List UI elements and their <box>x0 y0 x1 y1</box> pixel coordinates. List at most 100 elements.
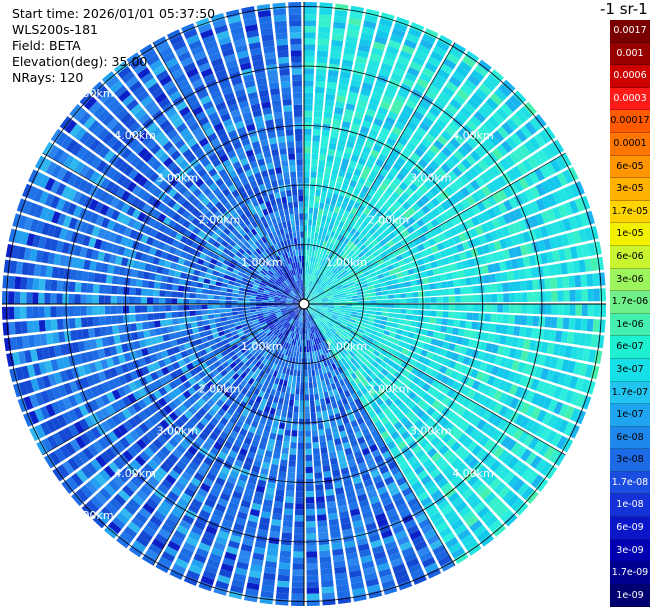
ray-gate <box>363 566 376 576</box>
ray-gate <box>403 38 418 50</box>
ray-gate <box>334 566 347 575</box>
ray-gate <box>429 317 437 324</box>
ray-gate <box>482 274 491 284</box>
ray-gate <box>361 447 371 456</box>
ray-gate <box>414 419 424 429</box>
ray-gate <box>403 420 414 430</box>
ray-gate <box>323 416 330 424</box>
ray-gate <box>213 441 223 451</box>
ray-gate <box>491 304 498 313</box>
ray-gate <box>352 117 362 126</box>
ray-gate <box>104 305 111 315</box>
ray-gate <box>344 422 352 430</box>
ray-gate <box>311 289 316 295</box>
ray-gate <box>552 386 563 400</box>
ray-gate <box>433 155 444 167</box>
ray-gate <box>399 287 407 293</box>
ray-gate <box>497 304 504 313</box>
ray-gate <box>532 279 540 290</box>
ray-gate <box>455 261 464 270</box>
ray-gate <box>450 193 461 204</box>
ray-gate <box>486 208 497 219</box>
ray-gate <box>135 314 142 322</box>
ray-gate <box>491 178 502 191</box>
ray-gate <box>283 398 289 406</box>
ray-gate <box>165 283 173 291</box>
ray-gate <box>390 355 399 363</box>
ray-gate <box>477 106 491 119</box>
ray-gate <box>386 45 400 56</box>
ray-gate <box>249 309 257 313</box>
ray-gate <box>349 464 359 473</box>
ray-gate <box>334 438 342 446</box>
ray-gate <box>364 274 372 280</box>
ray-gate <box>355 105 366 114</box>
ray-gate <box>294 521 304 528</box>
ray-gate <box>350 289 358 294</box>
ray-gate <box>460 210 471 221</box>
ray-gate <box>184 279 192 287</box>
ray-gate <box>436 167 447 178</box>
ray-gate <box>292 563 304 570</box>
ray-gate <box>330 536 342 545</box>
ray-gate <box>319 202 325 210</box>
ray-gate <box>481 422 492 434</box>
ray-gate <box>406 292 413 298</box>
ray-gate <box>345 490 356 499</box>
ray-gate <box>265 487 275 495</box>
ray-gate <box>514 110 528 124</box>
ray-gate <box>497 418 509 431</box>
ray-gate <box>464 538 478 551</box>
ray-gate <box>415 228 424 237</box>
ray-gate <box>141 553 157 566</box>
ray-gate <box>291 326 296 333</box>
ray-gate <box>326 87 336 95</box>
ray-gate <box>332 341 339 348</box>
ray-gate <box>156 466 168 478</box>
ray-gate <box>277 428 285 436</box>
ray-gate <box>350 123 361 132</box>
ray-gate <box>248 570 262 579</box>
ray-gate <box>447 170 458 181</box>
ray-gate <box>319 239 324 247</box>
ray-gate <box>270 525 281 533</box>
ray-gate <box>312 282 316 289</box>
ray-gate <box>171 305 178 311</box>
ray-gate <box>499 158 511 171</box>
ray-gate <box>262 351 269 358</box>
ray-gate <box>207 493 219 503</box>
ray-gate <box>305 309 308 316</box>
ray-gate <box>307 267 310 275</box>
ray-gate <box>459 346 468 355</box>
ray-gate <box>225 507 237 517</box>
ray-gate <box>295 314 299 321</box>
ray-gate <box>422 116 434 127</box>
ray-gate <box>471 321 479 330</box>
ray-gate <box>212 509 224 519</box>
ray-gate <box>369 246 377 254</box>
ray-gate <box>86 317 94 327</box>
ray-gate <box>426 386 436 396</box>
ray-gate <box>319 392 325 400</box>
ray-gate <box>396 157 406 167</box>
ray-gate <box>148 543 163 556</box>
ray-gate <box>247 377 255 386</box>
ray-gate <box>436 355 445 365</box>
ray-gate <box>574 197 585 212</box>
ray-gate <box>319 290 325 295</box>
ray-gate <box>317 44 329 52</box>
ray-gate <box>385 372 394 380</box>
ray-gate <box>238 290 245 295</box>
ray-gate <box>307 358 311 365</box>
ray-gate <box>316 286 321 292</box>
ray-gate <box>358 157 367 166</box>
ray-gate <box>498 467 511 480</box>
ray-gate <box>563 290 570 302</box>
ray-gate <box>461 409 472 420</box>
ray-gate <box>398 246 406 254</box>
ray-gate <box>309 351 313 359</box>
ray-gate <box>334 156 342 164</box>
ray-gate <box>412 376 421 385</box>
ray-gate <box>350 439 359 448</box>
ray-gate <box>267 542 279 551</box>
